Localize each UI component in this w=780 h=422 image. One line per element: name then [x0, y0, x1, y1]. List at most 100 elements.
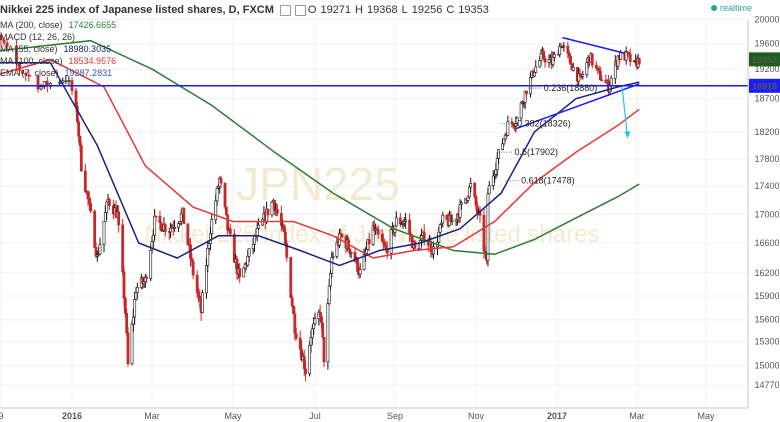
- fib-label: 0.618(17478): [521, 176, 575, 186]
- candle-body: [246, 255, 250, 266]
- legend-ma200[interactable]: MA (200, close) 17426.6655: [0, 20, 116, 30]
- candle-body: [365, 249, 369, 254]
- y-tick-label: 17000: [754, 209, 779, 219]
- candle-body: [598, 70, 602, 81]
- candle-body: [173, 227, 176, 229]
- candle-body: [445, 214, 449, 220]
- candle-body: [290, 297, 294, 307]
- candle-body: [103, 212, 107, 222]
- candle-body: [413, 241, 417, 249]
- candle-body: [404, 219, 408, 222]
- candle-body: [89, 203, 93, 212]
- candle-body: [329, 273, 332, 287]
- candle-body: [292, 305, 295, 315]
- candle-body: [126, 332, 130, 364]
- x-tick-label: May: [224, 411, 242, 421]
- candle-body: [117, 211, 121, 226]
- candle-body: [534, 66, 538, 73]
- ma-line: [0, 58, 640, 259]
- candle-body: [482, 215, 486, 252]
- candle-body: [398, 217, 402, 225]
- candle-body: [494, 169, 498, 175]
- candle-body: [190, 258, 194, 262]
- candle-body: [0, 35, 3, 41]
- candle-body: [78, 136, 82, 146]
- candle-body: [27, 74, 31, 77]
- y-tick-label: 20000: [754, 15, 779, 25]
- settings-icon[interactable]: [294, 4, 306, 16]
- candle-body: [121, 224, 125, 273]
- candle-body: [515, 117, 519, 124]
- candle-body: [571, 67, 575, 71]
- candle-body: [98, 244, 102, 255]
- candle-body: [251, 243, 255, 250]
- legend-ma100[interactable]: MA (100, close) 18534.9576: [0, 56, 116, 66]
- legend-macd[interactable]: MACD (12, 26, 26): [0, 32, 81, 42]
- candle-body: [282, 225, 286, 233]
- candle-body: [578, 73, 582, 77]
- x-tick-label: Mar: [144, 411, 160, 421]
- legend-value: 17426.6655: [68, 20, 117, 30]
- candle-body: [293, 313, 297, 334]
- legend-label: MA (200, close): [0, 20, 63, 30]
- legend-ma55[interactable]: MA (55, close) 18980.3035: [0, 44, 111, 54]
- candle-body: [79, 145, 83, 172]
- candle-body: [77, 121, 81, 137]
- candle-body: [226, 214, 230, 231]
- candle-body: [58, 82, 62, 84]
- candle-body: [198, 296, 202, 301]
- candle-body: [380, 233, 384, 242]
- candle-body: [179, 213, 183, 222]
- candle-body: [330, 257, 334, 274]
- candle-body: [597, 68, 601, 72]
- candle-body: [131, 316, 135, 325]
- candle-body: [207, 243, 211, 249]
- candle-body: [408, 219, 412, 235]
- legend-label: MA (55, close): [0, 44, 58, 54]
- candle-body: [223, 182, 227, 208]
- candle-body: [142, 281, 146, 284]
- arrow-line: [621, 86, 629, 138]
- candle-body: [581, 74, 585, 77]
- fib-label: 0.382(18326): [517, 119, 571, 129]
- candle-body: [83, 170, 87, 192]
- candle-body: [151, 234, 155, 242]
- candle-body: [384, 245, 388, 250]
- candle-body: [178, 221, 182, 224]
- eye-icon[interactable]: [279, 4, 291, 16]
- candle-body: [495, 158, 499, 171]
- candle-body: [135, 287, 139, 293]
- candle-body: [201, 292, 204, 314]
- candle-body: [64, 80, 68, 83]
- candle-body: [182, 207, 186, 225]
- candle-body: [340, 234, 344, 238]
- candle-body: [215, 188, 219, 202]
- realtime-dot-icon: [710, 5, 717, 11]
- candle-body: [18, 63, 21, 71]
- candle-body: [302, 356, 306, 370]
- legend-ema7[interactable]: EMA (7, close) 19287.2831: [0, 68, 112, 78]
- candle-body: [87, 198, 91, 204]
- candle-body: [491, 175, 495, 186]
- candle-body: [432, 246, 435, 255]
- candle-body: [149, 249, 153, 279]
- last-price-label: 19353: [752, 55, 777, 65]
- candle-body: [279, 212, 283, 226]
- candle-body: [501, 143, 504, 151]
- candle-body: [542, 51, 546, 59]
- candle-body: [285, 243, 289, 258]
- candle-body: [2, 39, 6, 44]
- candle-body: [134, 292, 138, 300]
- candle-body: [15, 45, 18, 64]
- candle-body: [552, 53, 556, 58]
- candle-body: [394, 217, 398, 227]
- candle-body: [594, 64, 598, 69]
- candle-body: [475, 205, 479, 213]
- triangle-upper-line: [562, 36, 625, 54]
- candle-body: [320, 316, 323, 324]
- candle-body: [206, 248, 210, 266]
- candle-body: [551, 57, 555, 65]
- candle-body: [585, 62, 589, 75]
- candle-body: [214, 200, 218, 221]
